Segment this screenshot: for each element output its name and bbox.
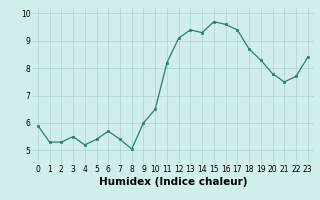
X-axis label: Humidex (Indice chaleur): Humidex (Indice chaleur) (99, 177, 247, 187)
